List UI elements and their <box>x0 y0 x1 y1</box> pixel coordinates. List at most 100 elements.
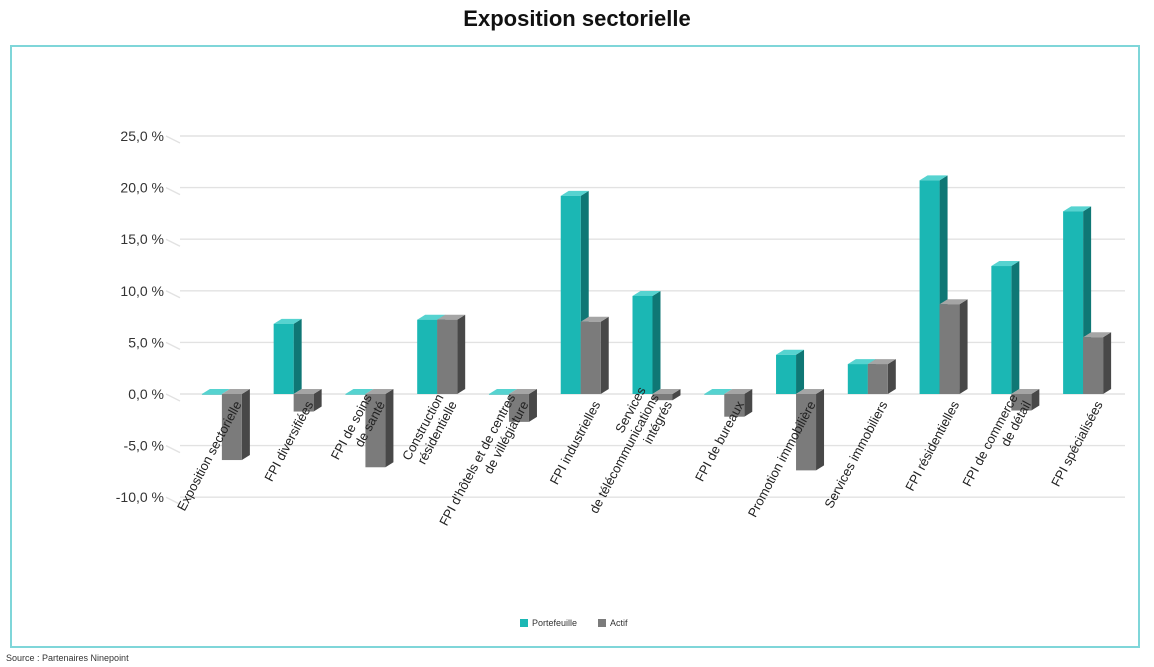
bar-side-actif <box>528 389 537 422</box>
bar-top-actif <box>939 299 968 305</box>
bar-actif <box>221 394 242 461</box>
bar-top-portefeuille <box>632 290 661 296</box>
bar-top-portefeuille <box>704 389 733 394</box>
bar-actif <box>939 304 960 394</box>
gridline-depth <box>165 186 181 196</box>
legend-swatch-portefeuille <box>520 619 528 627</box>
bar-top-portefeuille <box>1063 206 1092 212</box>
bar-actif <box>1011 394 1032 411</box>
source-note: Source : Partenaires Ninepoint <box>6 653 129 663</box>
bar-actif <box>365 394 386 468</box>
bar-side-actif <box>385 389 394 468</box>
x-category-label-line: FPI diversifiées <box>261 398 316 484</box>
x-category-label: FPI de bureaux <box>692 398 747 484</box>
bar-top-portefeuille <box>273 318 302 324</box>
gridline-depth <box>165 290 181 299</box>
bar-side-portefeuille <box>796 349 805 394</box>
bar-top-actif <box>1011 389 1040 394</box>
bar-portefeuille <box>417 319 438 394</box>
bar-top-actif <box>652 389 681 394</box>
bar-portefeuille <box>201 394 222 395</box>
bar-actif <box>867 364 888 394</box>
bar-side-actif <box>959 299 968 394</box>
bar-top-portefeuille <box>560 190 589 196</box>
bar-portefeuille <box>991 266 1012 394</box>
bar-side-actif <box>600 316 609 394</box>
bar-actif <box>1083 337 1104 394</box>
bar-side-actif <box>1103 332 1112 394</box>
bar-top-actif <box>221 389 250 394</box>
x-category-label-line: FPI spécialisées <box>1048 398 1106 489</box>
bar-top-portefeuille <box>919 175 948 181</box>
bar-top-actif <box>508 389 537 394</box>
x-category-label: FPI diversifiées <box>261 398 316 484</box>
bar-top-portefeuille <box>345 389 374 394</box>
bar-side-actif <box>241 389 250 461</box>
bar-top-actif <box>1083 332 1112 338</box>
bar-top-portefeuille <box>776 349 805 355</box>
bar-side-actif <box>816 389 825 471</box>
bar-actif <box>724 394 745 417</box>
legend-swatch-actif <box>598 619 606 627</box>
bar-side-portefeuille <box>293 318 302 394</box>
y-tick-label: 25,0 % <box>120 128 164 144</box>
bar-side-actif <box>1031 389 1040 411</box>
bar-portefeuille <box>776 354 797 394</box>
bar-portefeuille <box>919 180 940 394</box>
bar-portefeuille <box>632 295 653 394</box>
y-tick-label: 5,0 % <box>128 334 164 350</box>
bar-portefeuille <box>345 394 366 395</box>
y-tick-label: -10,0 % <box>116 489 164 505</box>
bar-portefeuille <box>847 364 868 394</box>
y-tick-label: 10,0 % <box>120 283 164 299</box>
y-tick-label: -5,0 % <box>124 438 164 454</box>
bar-top-portefeuille <box>847 359 876 365</box>
x-category-label: FPI de commercede détail <box>959 391 1034 496</box>
y-tick-label: 15,0 % <box>120 231 164 247</box>
bar-top-portefeuille <box>417 314 446 320</box>
bar-portefeuille <box>273 323 294 394</box>
bar-top-actif <box>437 314 466 320</box>
x-category-label-line: FPI de bureaux <box>692 398 747 484</box>
x-category-label: Services immobiliers <box>821 398 890 511</box>
x-category-label: FPI spécialisées <box>1048 398 1106 489</box>
gridline-depth <box>165 393 181 402</box>
bar-top-actif <box>365 389 394 394</box>
bar-actif <box>293 394 314 412</box>
bar-top-portefeuille <box>201 389 230 394</box>
gridline-depth <box>165 341 181 351</box>
bar-side-actif <box>313 389 322 412</box>
bar-top-actif <box>867 359 896 365</box>
x-category-label-line: FPI industrielles <box>547 398 604 487</box>
x-category-label: Constructionrésidentielle <box>399 391 460 470</box>
bar-portefeuille <box>488 394 509 395</box>
bar-top-portefeuille <box>991 261 1020 267</box>
legend-label-actif: Actif <box>610 618 628 628</box>
bar-top-portefeuille <box>488 389 517 394</box>
gridline-depth <box>165 496 181 505</box>
x-category-label: FPI industrielles <box>547 398 604 487</box>
bar-portefeuille <box>704 394 725 395</box>
bar-side-portefeuille <box>1011 261 1020 394</box>
bar-actif <box>508 394 529 422</box>
bar-side-actif <box>457 314 466 394</box>
gridline-depth <box>165 444 181 454</box>
bar-portefeuille <box>560 195 581 394</box>
chart-title: Exposition sectorielle <box>463 6 691 31</box>
gridline-depth <box>165 238 181 247</box>
bar-side-portefeuille <box>652 290 661 394</box>
bar-top-actif <box>293 389 322 394</box>
bar-side-actif <box>887 359 896 394</box>
bar-side-actif <box>672 389 681 401</box>
bar-top-actif <box>724 389 753 394</box>
bar-actif <box>580 321 601 394</box>
x-category-label-line: Services immobiliers <box>821 398 890 511</box>
bar-portefeuille <box>1063 211 1084 394</box>
y-tick-label: 0,0 % <box>128 386 164 402</box>
bar-top-actif <box>580 316 609 322</box>
legend-label-portefeuille: Portefeuille <box>532 618 577 628</box>
bar-actif <box>652 394 673 401</box>
gridline-depth <box>165 135 181 144</box>
chart-frame <box>10 45 1140 648</box>
